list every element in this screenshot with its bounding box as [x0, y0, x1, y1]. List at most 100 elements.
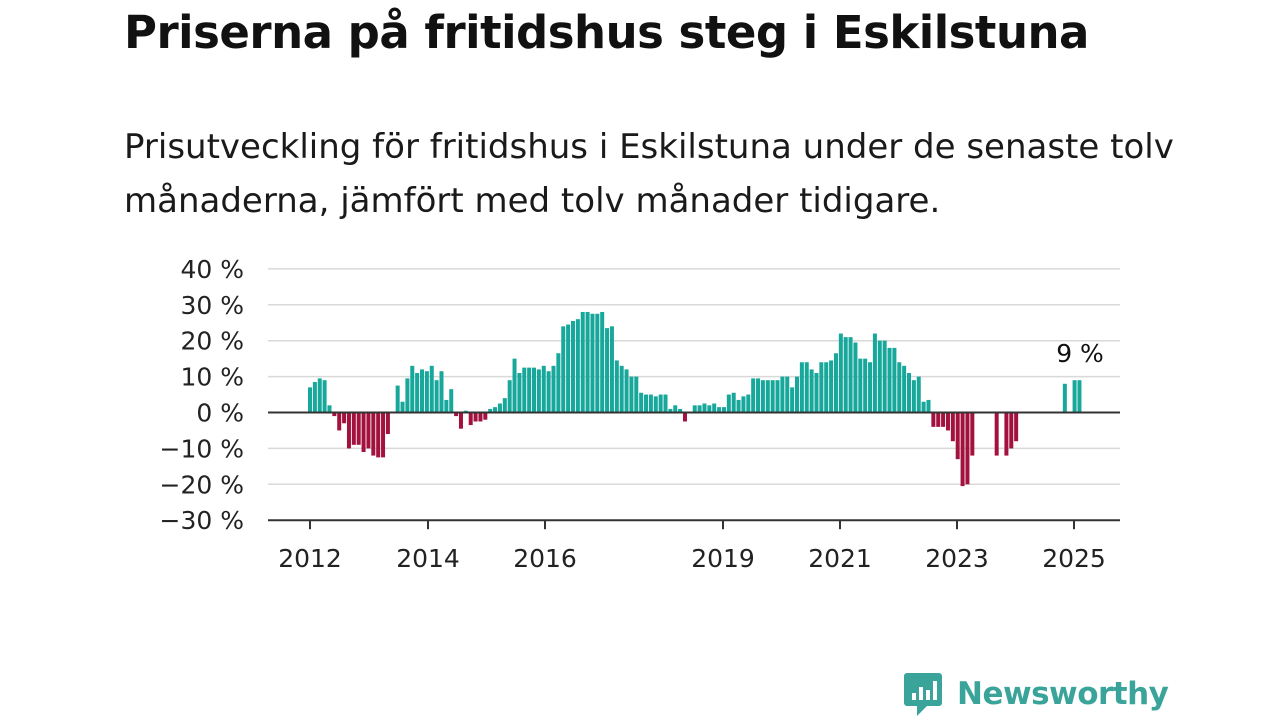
bar: [522, 367, 527, 413]
y-tick-label: 40 %: [180, 255, 244, 284]
bar: [585, 311, 590, 413]
bar: [580, 311, 585, 413]
bar: [897, 362, 902, 413]
newsworthy-chart-icon: [904, 673, 942, 716]
bar: [936, 412, 941, 427]
bar: [1004, 412, 1009, 456]
bar: [790, 387, 795, 413]
bar: [1077, 380, 1082, 413]
bar: [770, 380, 775, 413]
bar: [317, 378, 322, 413]
bar: [775, 380, 780, 413]
bar: [332, 412, 337, 417]
bar: [609, 326, 614, 413]
bar: [868, 362, 873, 413]
bar: [566, 324, 571, 413]
bar: [434, 380, 439, 413]
bar: [420, 369, 425, 413]
bar: [322, 380, 327, 413]
newsworthy-logo: Newsworthy: [903, 670, 1169, 718]
bar: [449, 389, 454, 413]
bar: [376, 412, 381, 458]
bar: [570, 320, 575, 413]
bar: [439, 371, 444, 413]
bar: [970, 412, 975, 456]
x-tick-label: 2023: [925, 544, 989, 573]
bar: [941, 412, 946, 427]
bar: [653, 396, 658, 413]
bar: [877, 340, 882, 413]
bar: [346, 412, 351, 449]
bar: [532, 367, 537, 413]
bar: [551, 365, 556, 413]
bar: [1072, 380, 1077, 413]
bar: [312, 381, 317, 413]
bar: [493, 407, 498, 413]
latest-value-label: 9 %: [1056, 339, 1104, 368]
bar: [308, 387, 312, 413]
bar: [726, 394, 731, 413]
axes: 40 % 30 % 20 % 10 % 0 % −10 % −20 % −30 % 2012 20…: [160, 255, 1120, 573]
bar: [809, 369, 814, 413]
bar: [702, 403, 707, 413]
bar: [692, 405, 697, 413]
bar: [926, 399, 931, 413]
bar: [785, 376, 790, 413]
bars: [308, 311, 1082, 487]
bar: [673, 405, 678, 413]
bar: [658, 394, 663, 413]
bar: [760, 380, 765, 413]
bar: [843, 337, 848, 413]
bar: [741, 396, 746, 413]
bar: [473, 412, 478, 422]
x-tick-label: 2014: [396, 544, 460, 573]
brand-name: Newsworthy: [957, 676, 1169, 712]
bar: [644, 394, 649, 413]
bar: [429, 365, 434, 413]
bar: [342, 412, 347, 424]
bar: [507, 380, 512, 413]
x-tick-label: 2016: [513, 544, 577, 573]
bar: [600, 311, 605, 413]
bar: [668, 408, 673, 413]
x-tick-label: 2021: [808, 544, 872, 573]
bar: [648, 394, 653, 413]
bar: [454, 412, 459, 417]
bar: [960, 412, 965, 487]
bar: [1062, 383, 1067, 413]
bar: [780, 376, 785, 413]
bar: [756, 378, 761, 413]
bar: [395, 385, 400, 413]
bar: [707, 405, 712, 413]
bar: [624, 369, 629, 413]
bar: [468, 412, 473, 426]
bar: [478, 412, 483, 422]
bar: [916, 376, 921, 413]
bar: [561, 326, 566, 413]
bar: [833, 353, 838, 413]
bar: [736, 399, 741, 413]
y-tick-label: −10 %: [160, 434, 244, 463]
y-tick-label: −20 %: [160, 470, 244, 499]
bar: [663, 394, 668, 413]
bar: [819, 362, 824, 413]
bar: [605, 328, 610, 413]
bar: [712, 403, 717, 413]
bar: [541, 365, 546, 413]
bar: [366, 412, 371, 449]
y-tick-label: 10 %: [180, 363, 244, 392]
y-tick-label: 0 %: [196, 399, 244, 428]
bar: [717, 407, 722, 413]
bar: [410, 365, 415, 413]
bar: [804, 362, 809, 413]
bar: [892, 347, 897, 413]
bar: [994, 412, 999, 456]
bar: [824, 362, 829, 413]
bar: [911, 380, 916, 413]
bar: [746, 394, 751, 413]
bar: [356, 412, 361, 445]
bar: [497, 403, 502, 413]
bar: [634, 376, 639, 413]
bar: [488, 408, 493, 413]
